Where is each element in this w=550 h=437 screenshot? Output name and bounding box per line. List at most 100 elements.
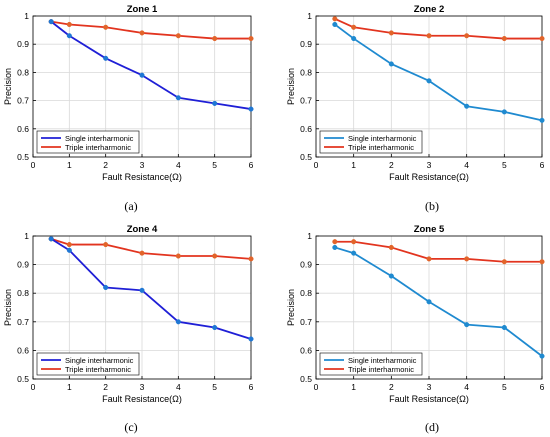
panel-caption: (d) <box>425 420 439 434</box>
data-point-single <box>66 33 72 39</box>
data-point-triple <box>48 236 54 242</box>
data-point-single <box>212 324 218 331</box>
y-tick-label: 0.7 <box>300 317 312 327</box>
x-tick-label: 1 <box>67 160 72 170</box>
data-point-triple <box>212 253 218 259</box>
x-tick-label: 1 <box>67 382 72 392</box>
y-tick-label: 0.9 <box>300 260 312 270</box>
x-tick-label: 1 <box>351 382 356 392</box>
x-tick-label: 0 <box>314 160 319 170</box>
x-tick-label: 5 <box>502 382 507 392</box>
data-point-triple <box>464 33 470 39</box>
data-point-triple <box>139 30 145 36</box>
y-tick-label: 0.5 <box>300 374 312 384</box>
y-tick-label: 1 <box>307 11 312 21</box>
data-point-single <box>212 100 218 106</box>
x-tick-label: 2 <box>103 382 108 392</box>
x-tick-label: 4 <box>464 160 469 170</box>
y-tick-label: 0.8 <box>17 67 29 77</box>
y-tick-label: 1 <box>307 231 312 241</box>
x-tick-label: 4 <box>176 382 181 392</box>
x-axis-label: Fault Resistance(Ω) <box>389 394 469 404</box>
legend-box <box>319 352 423 376</box>
legend-box <box>319 130 423 154</box>
series-line-triple <box>51 20 251 40</box>
data-point-single <box>103 55 109 61</box>
data-point-single <box>48 19 54 25</box>
data-point-triple <box>332 16 338 22</box>
panel-caption: (a) <box>124 199 138 213</box>
y-tick-label: 0.5 <box>17 374 29 384</box>
plot-area <box>33 236 251 379</box>
chart-title: Zone 1 <box>127 4 158 15</box>
y-tick-label: 0.7 <box>300 96 312 106</box>
data-point-single <box>48 236 54 242</box>
y-tick-label: 0.6 <box>17 124 29 134</box>
y-tick-label: 1 <box>24 11 29 21</box>
data-point-single <box>332 244 338 250</box>
data-point-triple <box>66 242 72 248</box>
y-tick-label: 0.5 <box>17 152 29 162</box>
x-tick-label: 6 <box>540 160 545 170</box>
data-point-triple <box>175 33 181 39</box>
y-tick-label: 0.6 <box>300 345 312 355</box>
panel-caption: (c) <box>124 420 138 434</box>
data-point-single <box>351 36 357 42</box>
data-point-triple <box>248 256 254 262</box>
x-tick-label: 0 <box>31 382 36 392</box>
data-point-single <box>426 78 432 84</box>
x-tick-label: 3 <box>427 160 432 170</box>
series-line-single <box>334 246 543 357</box>
data-point-triple <box>426 33 432 39</box>
x-tick-label: 0 <box>314 382 319 392</box>
data-point-triple <box>332 239 338 245</box>
x-tick-label: 5 <box>212 382 217 392</box>
data-point-single <box>539 117 545 123</box>
data-point-single <box>103 284 109 291</box>
legend-label: Single interharmonic <box>65 134 134 143</box>
data-point-triple <box>351 24 357 30</box>
series-line-single <box>334 23 543 122</box>
series-line-single <box>50 20 252 110</box>
data-point-single <box>388 273 394 279</box>
y-axis-label: Precision <box>3 289 13 326</box>
plot-area <box>33 16 251 157</box>
x-tick-label: 4 <box>464 382 469 392</box>
legend-box <box>36 352 140 376</box>
series-line-single <box>50 238 252 340</box>
x-tick-label: 3 <box>427 382 432 392</box>
data-point-triple <box>212 36 218 42</box>
legend-label: Single interharmonic <box>348 356 417 365</box>
axes-box <box>32 235 252 380</box>
axes-box <box>32 15 252 158</box>
data-point-triple <box>103 24 109 30</box>
y-tick-label: 0.6 <box>300 124 312 134</box>
data-point-triple <box>66 21 72 28</box>
series-line-triple <box>334 240 542 263</box>
x-tick-label: 5 <box>502 160 507 170</box>
x-tick-label: 3 <box>140 160 145 170</box>
data-point-single <box>351 250 357 256</box>
data-point-single <box>464 103 470 109</box>
data-point-single <box>426 299 432 305</box>
legend-label: Triple interharmonic <box>348 143 414 152</box>
y-axis-label: Precision <box>286 68 296 105</box>
y-tick-label: 0.8 <box>17 288 29 298</box>
series-line-triple <box>334 17 542 40</box>
data-point-single <box>539 353 545 359</box>
data-point-single <box>175 95 181 101</box>
x-tick-label: 6 <box>540 382 545 392</box>
y-tick-label: 0.9 <box>17 39 29 49</box>
legend-label: Single interharmonic <box>65 356 134 365</box>
y-tick-label: 0.5 <box>300 152 312 162</box>
data-point-single <box>139 72 145 78</box>
data-point-single <box>501 109 507 115</box>
x-tick-label: 2 <box>103 160 108 170</box>
data-point-single <box>464 322 470 328</box>
data-point-triple <box>248 36 254 42</box>
x-tick-label: 3 <box>140 382 145 392</box>
data-point-triple <box>426 256 432 262</box>
